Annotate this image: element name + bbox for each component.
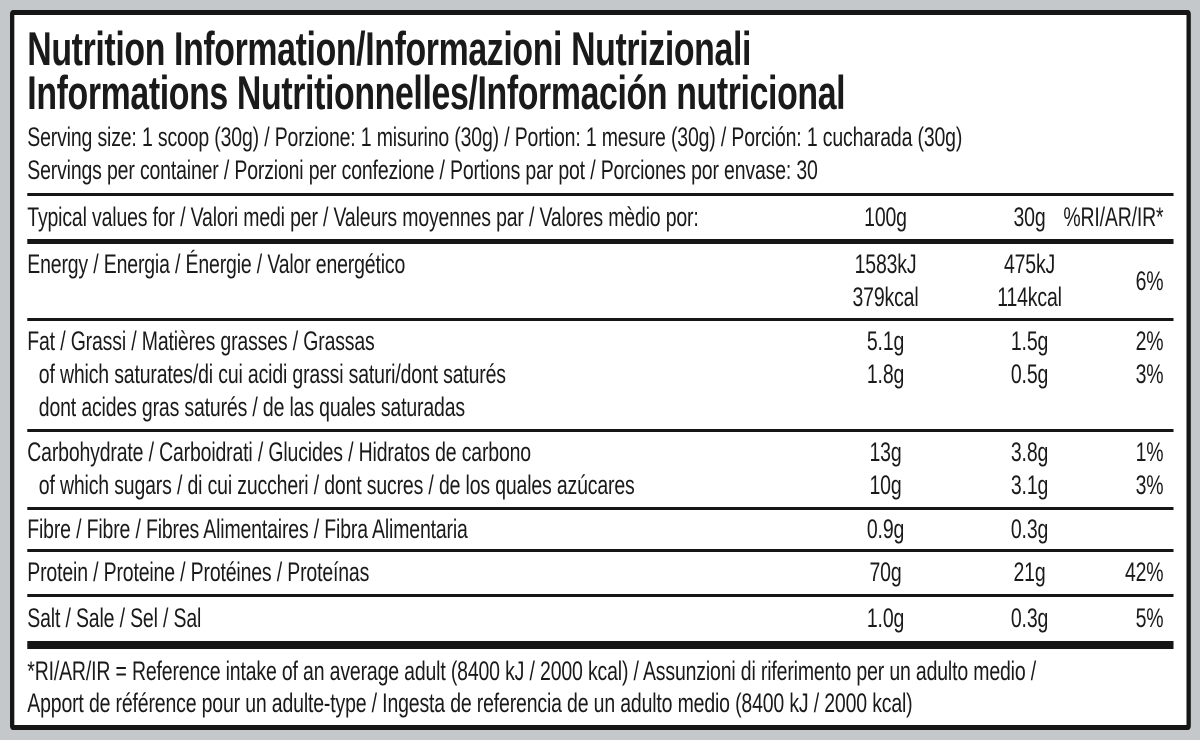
protein-per30: 21g [1013,557,1046,587]
serving-size-line: Serving size: 1 scoop (30g) / Porzione: … [27,122,963,152]
saturates-label: of which saturates/di cui acidi grassi s… [38,359,506,389]
row-protein: Protein / Proteine / Protéines / Proteín… [27,552,1173,594]
fat-ri: 2% [1135,326,1164,356]
row-saturates: of which saturates/di cui acidi grassi s… [27,358,1173,391]
fat-per30: 1.5g [1010,326,1049,356]
divider [27,318,1174,321]
row-fibre: Fibre / Fibre / Fibres Alimentaires / Fi… [27,510,1173,549]
divider-footnote-bar [27,641,1174,649]
carbohydrate-ri: 1% [1135,437,1164,467]
group-carbohydrate: Carbohydrate / Carboidrati / Glucides / … [27,432,1173,507]
footnote-line-2: Apport de référence pour un adulte-type … [27,688,913,718]
header-typical-values: Typical values for / Valori medi per / V… [27,202,699,232]
saturates-per30: 0.5g [1010,359,1049,389]
fat-per100: 5.1g [866,326,905,356]
salt-ri: 5% [1135,603,1164,633]
title-line-1: Nutrition Information/Informazioni Nutri… [27,22,752,75]
fibre-per30: 0.3g [1010,514,1049,544]
footnote-line-1: *RI/AR/IR = Reference intake of an avera… [27,656,1037,686]
energy-per30: 475kJ 114kcal [958,248,1102,314]
energy-per100-kcal: 379kcal [852,282,919,312]
energy-label: Energy / Energia / Énergie / Valor energ… [27,249,406,279]
saturates-label-continued: dont acides gras saturés / de las quales… [38,392,465,422]
carbohydrate-label: Carbohydrate / Carboidrati / Glucides / … [27,437,531,467]
energy-per30-kj: 475kJ [1003,249,1056,279]
divider [27,594,1174,597]
group-fat: Fat / Grassi / Matières grasses / Grassa… [27,321,1173,429]
energy-per100-kj: 1583kJ [854,249,917,279]
protein-per100: 70g [869,557,902,587]
fibre-per100: 0.9g [866,514,905,544]
row-fat: Fat / Grassi / Matières grasses / Grassa… [27,321,1173,358]
divider-thick [27,239,1174,244]
salt-per100: 1.0g [866,603,905,633]
energy-ri: 6% [1135,265,1164,296]
energy-per100: 1583kJ 379kcal [814,248,958,314]
reference-intake-footnote: *RI/AR/IR = Reference intake of an avera… [27,649,1173,725]
saturates-ri: 3% [1135,359,1164,389]
fat-label: Fat / Grassi / Matières grasses / Grassa… [27,326,375,356]
divider [27,507,1174,510]
protein-ri: 42% [1124,557,1164,587]
serving-info: Serving size: 1 scoop (30g) / Porzione: … [27,121,1173,187]
row-salt: Salt / Sale / Sel / Sal 1.0g 0.3g 5% [27,597,1173,641]
energy-per30-kcal: 114kcal [997,282,1062,312]
protein-label: Protein / Proteine / Protéines / Proteín… [27,557,370,587]
divider [27,429,1174,432]
header-col-ri: %RI/AR/IR* [1063,202,1164,232]
sugars-ri: 3% [1135,470,1164,500]
sugars-per30: 3.1g [1010,470,1049,500]
row-saturates-continued: dont acides gras saturés / de las quales… [27,391,1173,429]
salt-label: Salt / Sale / Sel / Sal [27,603,202,633]
divider [27,549,1174,552]
row-energy: Energy / Energia / Énergie / Valor energ… [27,244,1173,318]
fibre-label: Fibre / Fibre / Fibres Alimentaires / Fi… [27,514,468,544]
servings-per-container-line: Servings per container / Porzioni per co… [27,155,818,185]
carbohydrate-per30: 3.8g [1010,437,1049,467]
sugars-per100: 10g [869,470,902,500]
row-carbohydrate: Carbohydrate / Carboidrati / Glucides / … [27,432,1173,469]
title-line-2: Informations Nutritionnelles/Información… [27,66,846,119]
nutrition-label: Nutrition Information/Informazioni Nutri… [10,10,1191,730]
header-col-100g: 100g [864,202,907,232]
row-sugars: of which sugars / di cui zuccheri / dont… [27,469,1173,507]
saturates-per100: 1.8g [866,359,905,389]
divider [27,193,1174,196]
label-title: Nutrition Information/Informazioni Nutri… [27,15,1173,119]
sugars-label: of which sugars / di cui zuccheri / dont… [38,470,635,500]
header-col-30g: 30g [1013,202,1046,232]
carbohydrate-per100: 13g [869,437,902,467]
table-header-row: Typical values for / Valori medi per / V… [27,196,1173,239]
salt-per30: 0.3g [1010,603,1049,633]
